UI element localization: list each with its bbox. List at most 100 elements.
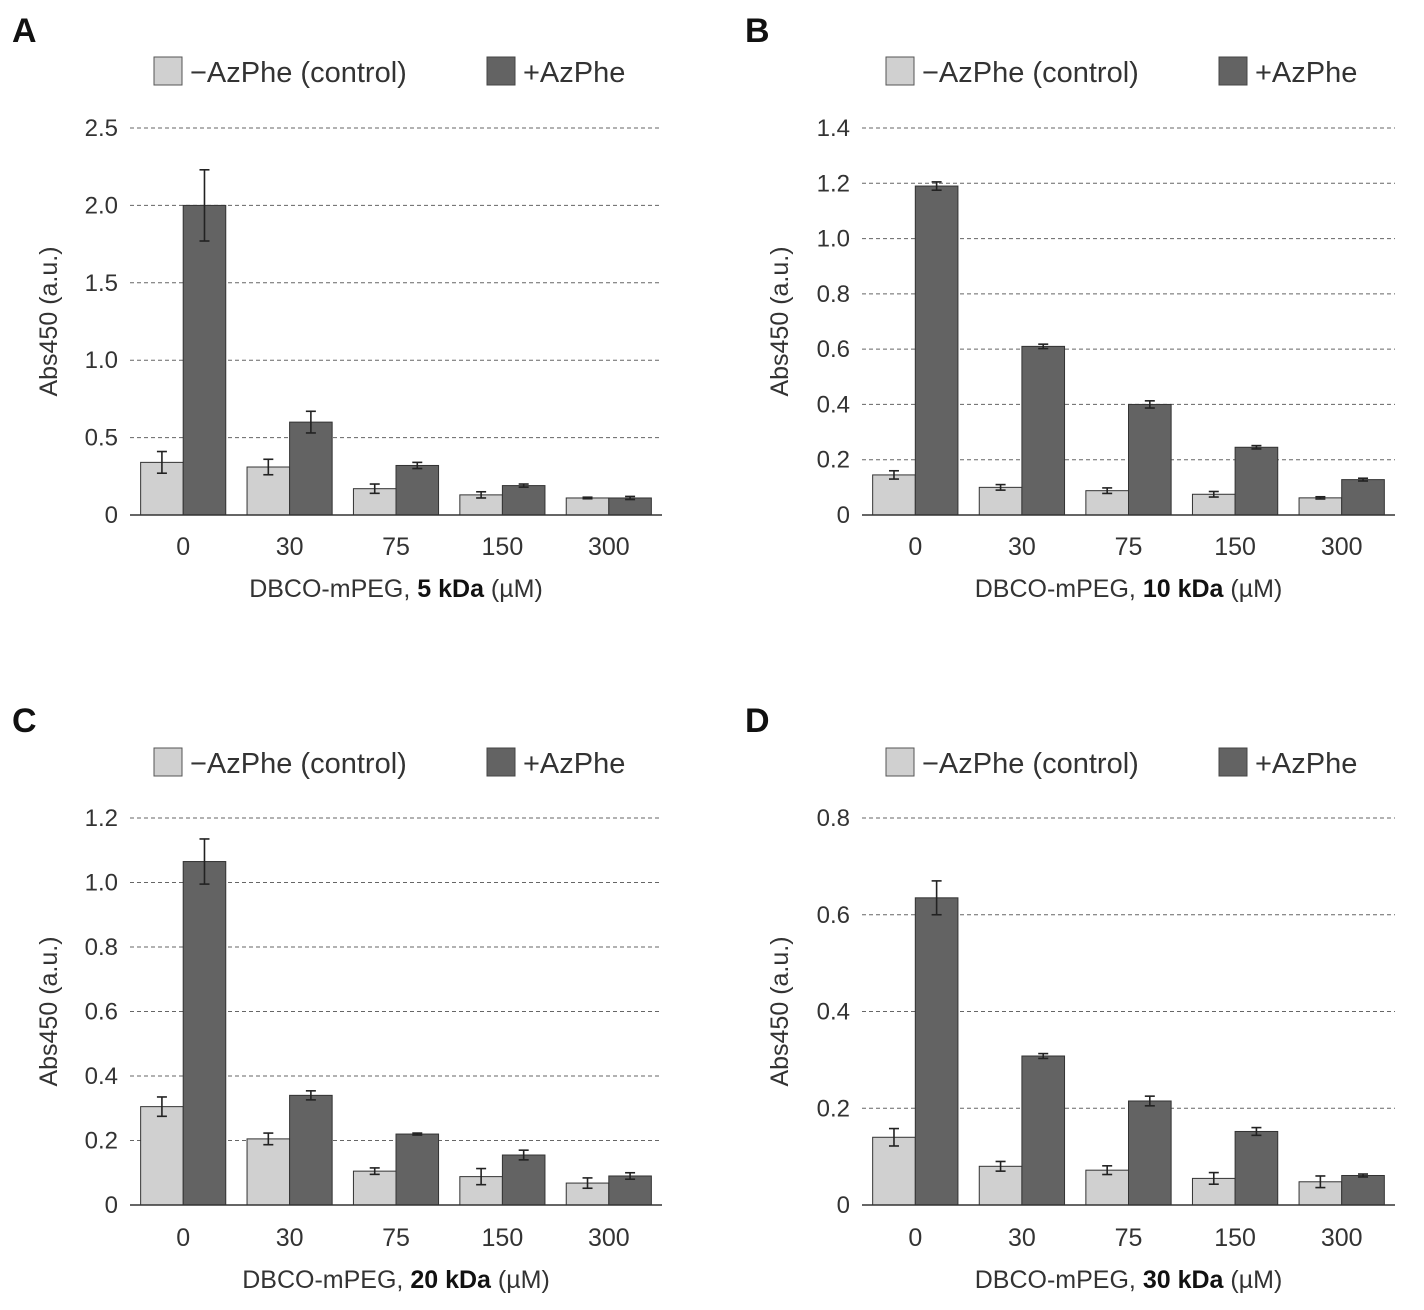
y-axis-title: Abs450 (a.u.) <box>35 246 63 396</box>
y-tick-label: 1.2 <box>85 805 118 832</box>
x-axis-title: DBCO-mPEG, 10 kDa (µM) <box>975 575 1283 603</box>
bar-azphe <box>608 497 652 516</box>
y-tick-label: 0.5 <box>85 425 118 452</box>
bar-azphe <box>395 1133 440 1206</box>
y-tick-label: 2.5 <box>85 115 118 142</box>
legend-swatch-control <box>153 747 183 777</box>
bar-control <box>1085 490 1129 516</box>
y-tick-label: 0 <box>837 502 850 529</box>
x-tick-label: 0 <box>176 1224 190 1252</box>
y-axis-title: Abs450 (a.u.) <box>35 936 63 1086</box>
y-tick-label: 1.2 <box>817 170 850 197</box>
chart-panel-b: B −AzPhe (control) +AzPhe 0 0.2 0.4 0.6 0.8 1.0 1… <box>745 12 1395 603</box>
y-axis-title: Abs450 (a.u.) <box>766 246 794 396</box>
x-tick-label: 0 <box>908 1224 922 1252</box>
bar-control <box>978 1165 1023 1206</box>
legend-label-control: −AzPhe (control) <box>190 57 407 89</box>
panel-letter: D <box>745 702 770 740</box>
y-tick-label: 0.8 <box>817 805 850 832</box>
bar-azphe <box>395 464 440 516</box>
x-axis-title: DBCO-mPEG, 30 kDa (µM) <box>975 1266 1283 1294</box>
bar-control <box>246 1138 291 1206</box>
bar-azphe <box>914 185 959 516</box>
legend-swatch-azphe <box>1218 747 1248 777</box>
panel-letter: C <box>12 702 37 740</box>
x-tick-label: 30 <box>276 533 304 561</box>
legend-swatch-azphe <box>486 747 516 777</box>
x-tick-label: 150 <box>482 1224 524 1252</box>
x-tick-label: 150 <box>482 533 524 561</box>
legend-swatch-control <box>885 747 915 777</box>
bar-control <box>872 474 916 516</box>
y-tick-label: 0.2 <box>85 1128 118 1155</box>
bar-control <box>352 1170 397 1206</box>
legend-label-azphe: +AzPhe <box>1255 57 1357 89</box>
bar-azphe <box>289 421 333 516</box>
bar-azphe <box>1234 446 1279 516</box>
x-axis-title: DBCO-mPEG, 20 kDa (µM) <box>242 1266 550 1294</box>
bar-azphe <box>1128 1100 1172 1206</box>
y-tick-label: 0 <box>105 1192 118 1219</box>
x-tick-label: 75 <box>1115 533 1143 561</box>
bar-azphe <box>914 897 959 1206</box>
bar-azphe <box>1341 1174 1385 1206</box>
y-tick-label: 1.0 <box>85 347 118 374</box>
panel-letter: B <box>745 12 770 50</box>
bar-azphe <box>501 1154 546 1206</box>
x-tick-label: 300 <box>588 1224 630 1252</box>
bar-control <box>140 1106 184 1206</box>
x-axis-title: DBCO-mPEG, 5 kDa (µM) <box>249 575 543 603</box>
x-tick-label: 0 <box>176 533 190 561</box>
x-tick-label: 300 <box>588 533 630 561</box>
y-tick-label: 0.6 <box>817 902 850 929</box>
y-tick-label: 1.4 <box>817 115 850 142</box>
x-tick-label: 30 <box>1008 1224 1036 1252</box>
chart-panel-c: C −AzPhe (control) +AzPhe 0 0.2 0.4 0.6 0.8 1.0 1… <box>12 702 662 1294</box>
bar-azphe <box>1234 1130 1279 1206</box>
y-tick-label: 1.5 <box>85 270 118 297</box>
bar-azphe <box>608 1175 652 1206</box>
bar-azphe <box>289 1094 333 1206</box>
y-tick-label: 0.6 <box>817 336 850 363</box>
y-tick-label: 1.0 <box>85 870 118 897</box>
chart-panel-d: D −AzPhe (control) +AzPhe 0 0.2 0.4 0.6 0.8 0 30 7… <box>745 702 1395 1294</box>
x-tick-label: 30 <box>1008 533 1036 561</box>
bar-azphe <box>1341 479 1385 516</box>
x-tick-label: 75 <box>1115 1224 1143 1252</box>
y-tick-label: 0.4 <box>817 391 850 418</box>
y-tick-label: 0 <box>105 502 118 529</box>
x-tick-label: 75 <box>382 1224 410 1252</box>
legend-label-azphe: +AzPhe <box>523 57 625 89</box>
x-tick-label: 150 <box>1214 533 1256 561</box>
x-tick-label: 300 <box>1321 533 1363 561</box>
x-tick-label: 75 <box>382 533 410 561</box>
y-tick-label: 0.2 <box>817 447 850 474</box>
bar-azphe <box>1128 403 1172 516</box>
y-tick-label: 0 <box>837 1192 850 1219</box>
chart-panel-a: A −AzPhe (control) +AzPhe 0 0.5 1.0 1.5 2.0 2.5 0… <box>12 12 662 603</box>
y-tick-label: 0.4 <box>817 999 850 1026</box>
legend-swatch-control <box>153 56 183 86</box>
bar-control <box>872 1136 916 1206</box>
legend-label-azphe: +AzPhe <box>523 748 625 780</box>
bar-azphe <box>182 861 227 1206</box>
x-tick-label: 150 <box>1214 1224 1256 1252</box>
y-tick-label: 0.6 <box>85 999 118 1026</box>
bar-azphe <box>1021 345 1066 516</box>
y-axis-title: Abs450 (a.u.) <box>766 936 794 1086</box>
bar-control <box>1298 497 1343 516</box>
legend-label-control: −AzPhe (control) <box>190 748 407 780</box>
legend-swatch-control <box>885 56 915 86</box>
x-tick-label: 0 <box>908 533 922 561</box>
bar-azphe <box>182 204 227 516</box>
bar-control <box>978 486 1023 516</box>
x-tick-label: 300 <box>1321 1224 1363 1252</box>
legend-label-azphe: +AzPhe <box>1255 748 1357 780</box>
y-tick-label: 2.0 <box>85 192 118 219</box>
y-tick-label: 0.2 <box>817 1095 850 1122</box>
y-tick-label: 0.8 <box>817 281 850 308</box>
legend-swatch-azphe <box>1218 56 1248 86</box>
y-tick-label: 0.4 <box>85 1063 118 1090</box>
legend-label-control: −AzPhe (control) <box>922 57 1139 89</box>
